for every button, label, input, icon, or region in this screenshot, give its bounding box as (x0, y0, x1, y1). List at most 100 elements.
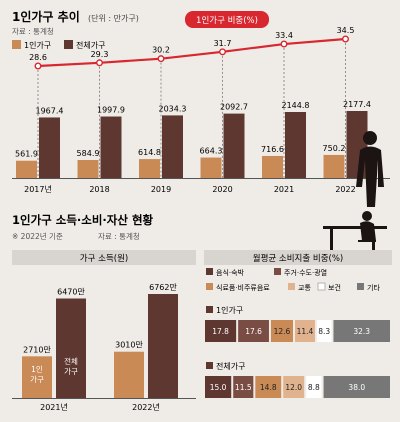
spend-value-label: 14.8 (260, 383, 277, 392)
spend-segment (270, 320, 293, 342)
chart1-guides (37, 39, 346, 178)
income-x-tick: 2021년 (40, 402, 68, 412)
bar-total (162, 115, 183, 178)
chart1-title: 1인가구 추이 (12, 9, 80, 24)
chart1-source: 자료 : 통계청 (12, 26, 54, 36)
spend-segment (283, 376, 305, 398)
legend-label: 기타 (367, 283, 380, 292)
legend-swatch (206, 268, 213, 275)
chart1-labels: 561.9 1967.4 28.6 2017년 584.9 1997.9 29.3 2018 6… (15, 26, 371, 194)
bar-total (346, 111, 368, 178)
legend-swatch-single (12, 40, 21, 49)
x-tick-label: 2018 (89, 185, 109, 194)
legend-label: 음식·숙박 (216, 268, 245, 277)
income-single-label: 2710만 (23, 345, 51, 354)
chart2-source: 자료 : 통계청 (98, 231, 140, 241)
share-line (37, 37, 346, 68)
legend-label-single: 1인가구 (24, 40, 51, 50)
bar-total-label: 1967.4 (36, 106, 64, 115)
legend-swatch (206, 283, 213, 290)
bar-total (100, 116, 122, 178)
share-point (280, 40, 288, 48)
spend-value-label: 17.6 (245, 327, 262, 336)
bar-total (285, 112, 306, 178)
x-tick-label: 2020 (212, 185, 232, 194)
chart2-title: 1인가구 소득·소비·자산 현황 (12, 213, 154, 227)
x-tick-label: 2021 (274, 185, 294, 194)
spend-segment (295, 320, 315, 342)
bar-total-label: 2177.4 (343, 100, 371, 109)
spend-segment (205, 376, 232, 398)
income-bar-total (56, 298, 86, 398)
spending-panel-title: 월평균 소비지출 비중(%) (253, 253, 344, 264)
spend-value-label: 8.8 (308, 383, 320, 392)
bar-total (39, 117, 60, 178)
income-bar-single (114, 351, 144, 398)
bar-single-label: 561.9 (15, 150, 38, 159)
row-label: 1인가구 (216, 305, 243, 315)
income-single-label: 3010만 (115, 341, 143, 350)
share-point (34, 62, 42, 70)
income-x-tick: 2022년 (132, 402, 160, 412)
bar-total-label: 2144.8 (282, 101, 310, 110)
x-tick-label: 2019 (151, 185, 171, 194)
line-series-badge (185, 11, 269, 28)
bar-single-label: 716.6 (261, 145, 284, 154)
spend-value-label: 12.6 (274, 327, 291, 336)
income-total-label: 6762만 (149, 283, 177, 292)
income-bar-single (22, 356, 52, 398)
line-point-label: 29.3 (91, 50, 109, 59)
legend-swatch (274, 268, 281, 275)
line-point-label: 31.7 (214, 39, 232, 48)
income-panel-header (12, 250, 196, 265)
spend-value-label: 32.3 (353, 327, 370, 336)
income-series-label-single: 가구 (30, 375, 44, 384)
income-total-label: 6470만 (57, 287, 85, 296)
legend-swatch (288, 283, 295, 290)
legend-label: 보건 (328, 283, 341, 292)
spend-value-label: 15.0 (210, 383, 227, 392)
bar-single (16, 160, 37, 178)
spend-segment (316, 320, 332, 342)
chart1-unit: (단위 : 만가구) (88, 13, 139, 23)
spend-value-label: 11.4 (297, 327, 314, 336)
legend-swatch (357, 283, 364, 290)
spend-value-label: 38.0 (348, 383, 365, 392)
spend-segment (205, 320, 237, 342)
line-point-label: 28.6 (29, 53, 47, 62)
bar-total-label: 1997.9 (97, 106, 125, 115)
bar-single (262, 155, 283, 178)
chart2-bars (12, 294, 196, 399)
line-point-label: 34.5 (337, 26, 355, 35)
spend-segment (306, 376, 322, 398)
bar-single-label: 664.3 (200, 147, 223, 156)
spend-segment (323, 376, 390, 398)
bar-single (139, 159, 160, 178)
spending-panel-header (204, 250, 392, 265)
spend-value-label: 17.8 (212, 327, 229, 336)
chart2-note: ※ 2022년 기준 (12, 231, 63, 241)
spend-segment (255, 376, 282, 398)
row-marker (206, 362, 213, 369)
desk-person-icon (323, 211, 387, 252)
share-point (95, 59, 103, 67)
person-silhouette-icon (356, 131, 384, 207)
income-series-label-single: 1인 (31, 364, 43, 374)
spend-value-label: 11.5 (235, 383, 252, 392)
bar-total-label: 2092.7 (220, 103, 248, 112)
legend-label: 주거·수도·광열 (284, 268, 327, 277)
x-tick-label: 2017년 (24, 184, 52, 194)
x-tick-label: 2022 (335, 185, 355, 194)
bar-single-label: 584.9 (77, 149, 100, 158)
legend-label: 식료품·비주류음료 (216, 283, 270, 292)
chart1-bars (12, 111, 390, 179)
income-series-label-total: 가구 (64, 367, 78, 376)
legend-label: 교통 (298, 284, 311, 292)
legend-label-total: 전체가구 (76, 40, 105, 50)
bar-total-label: 2034.3 (159, 104, 187, 113)
bar-single (323, 154, 345, 178)
bar-single-label: 614.8 (138, 148, 161, 157)
bar-single-label: 750.2 (323, 144, 346, 153)
